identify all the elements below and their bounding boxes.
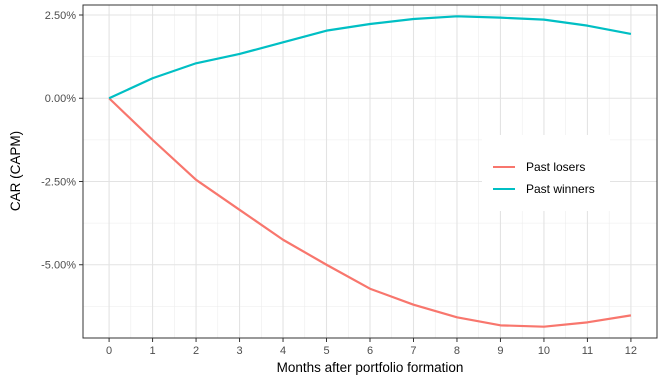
x-tick-label: 4: [280, 345, 286, 357]
x-tick-label: 0: [106, 345, 112, 357]
legend: Past losers Past winners: [482, 135, 610, 211]
y-tick-label: -5.00%: [41, 260, 76, 272]
x-tick-label: 11: [582, 345, 593, 357]
series-line-past-winners: [108, 15, 632, 100]
x-tick-label: 6: [367, 345, 373, 357]
x-tick-label: 2: [193, 345, 199, 357]
legend-label-past-winners: Past winners: [526, 182, 595, 196]
series-lines: [108, 15, 632, 328]
x-tick-label: 9: [497, 345, 503, 357]
legend-label-past-losers: Past losers: [526, 160, 585, 174]
x-axis: 0 1 2 3 4 5 6 7 8 9 10 11 12: [106, 338, 637, 357]
x-tick-label: 5: [323, 345, 329, 357]
legend-background: [482, 135, 610, 211]
y-tick-label: 0.00%: [45, 93, 76, 105]
x-tick-label: 8: [454, 345, 460, 357]
series-line-past-losers: [108, 97, 632, 328]
x-axis-title: Months after portfolio formation: [277, 360, 464, 375]
x-tick-label: 12: [625, 345, 637, 357]
x-tick-label: 7: [410, 345, 416, 357]
y-axis-title: CAR (CAPM): [8, 131, 23, 211]
y-tick-label: -2.50%: [41, 176, 76, 188]
x-tick-label: 3: [236, 345, 242, 357]
x-tick-label: 10: [538, 345, 550, 357]
y-axis: 2.50% 0.00% -2.50% -5.00%: [41, 10, 83, 272]
y-tick-label: 2.50%: [45, 10, 76, 22]
x-tick-label: 1: [150, 345, 156, 357]
